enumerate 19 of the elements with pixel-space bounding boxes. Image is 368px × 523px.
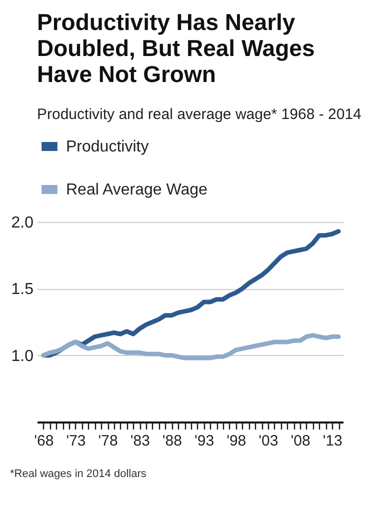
line-series: [41, 333, 341, 360]
x-tick-label: '08: [290, 432, 310, 450]
legend-label: Real Average Wage: [66, 182, 208, 198]
x-tick-label: '88: [162, 432, 182, 450]
y-tick-label: 2.0: [11, 214, 34, 232]
text: *Real wages in 2014 dollars: [10, 468, 148, 480]
x-tick-label: '73: [66, 432, 86, 450]
y-tick-label: 1.5: [11, 281, 34, 298]
chart-subtitle: Productivity and real average wage* 1968 - 2014: [37, 106, 362, 123]
x-tick-label: '78: [98, 432, 118, 450]
x-tick-label: '03: [258, 432, 278, 450]
x-tick-label: '13: [322, 432, 342, 450]
y-tick-label: 1.0: [11, 348, 34, 365]
x-tick-label: '98: [226, 432, 246, 450]
legend-label: Productivity: [66, 138, 149, 156]
chart-title: Productivity Has Nearly Doubled, But Real Wages Have Not Grown: [37, 9, 315, 87]
x-tick-label: '83: [130, 432, 150, 450]
x-tick-label: '93: [194, 432, 214, 450]
x-tick-label: '68: [34, 432, 54, 450]
